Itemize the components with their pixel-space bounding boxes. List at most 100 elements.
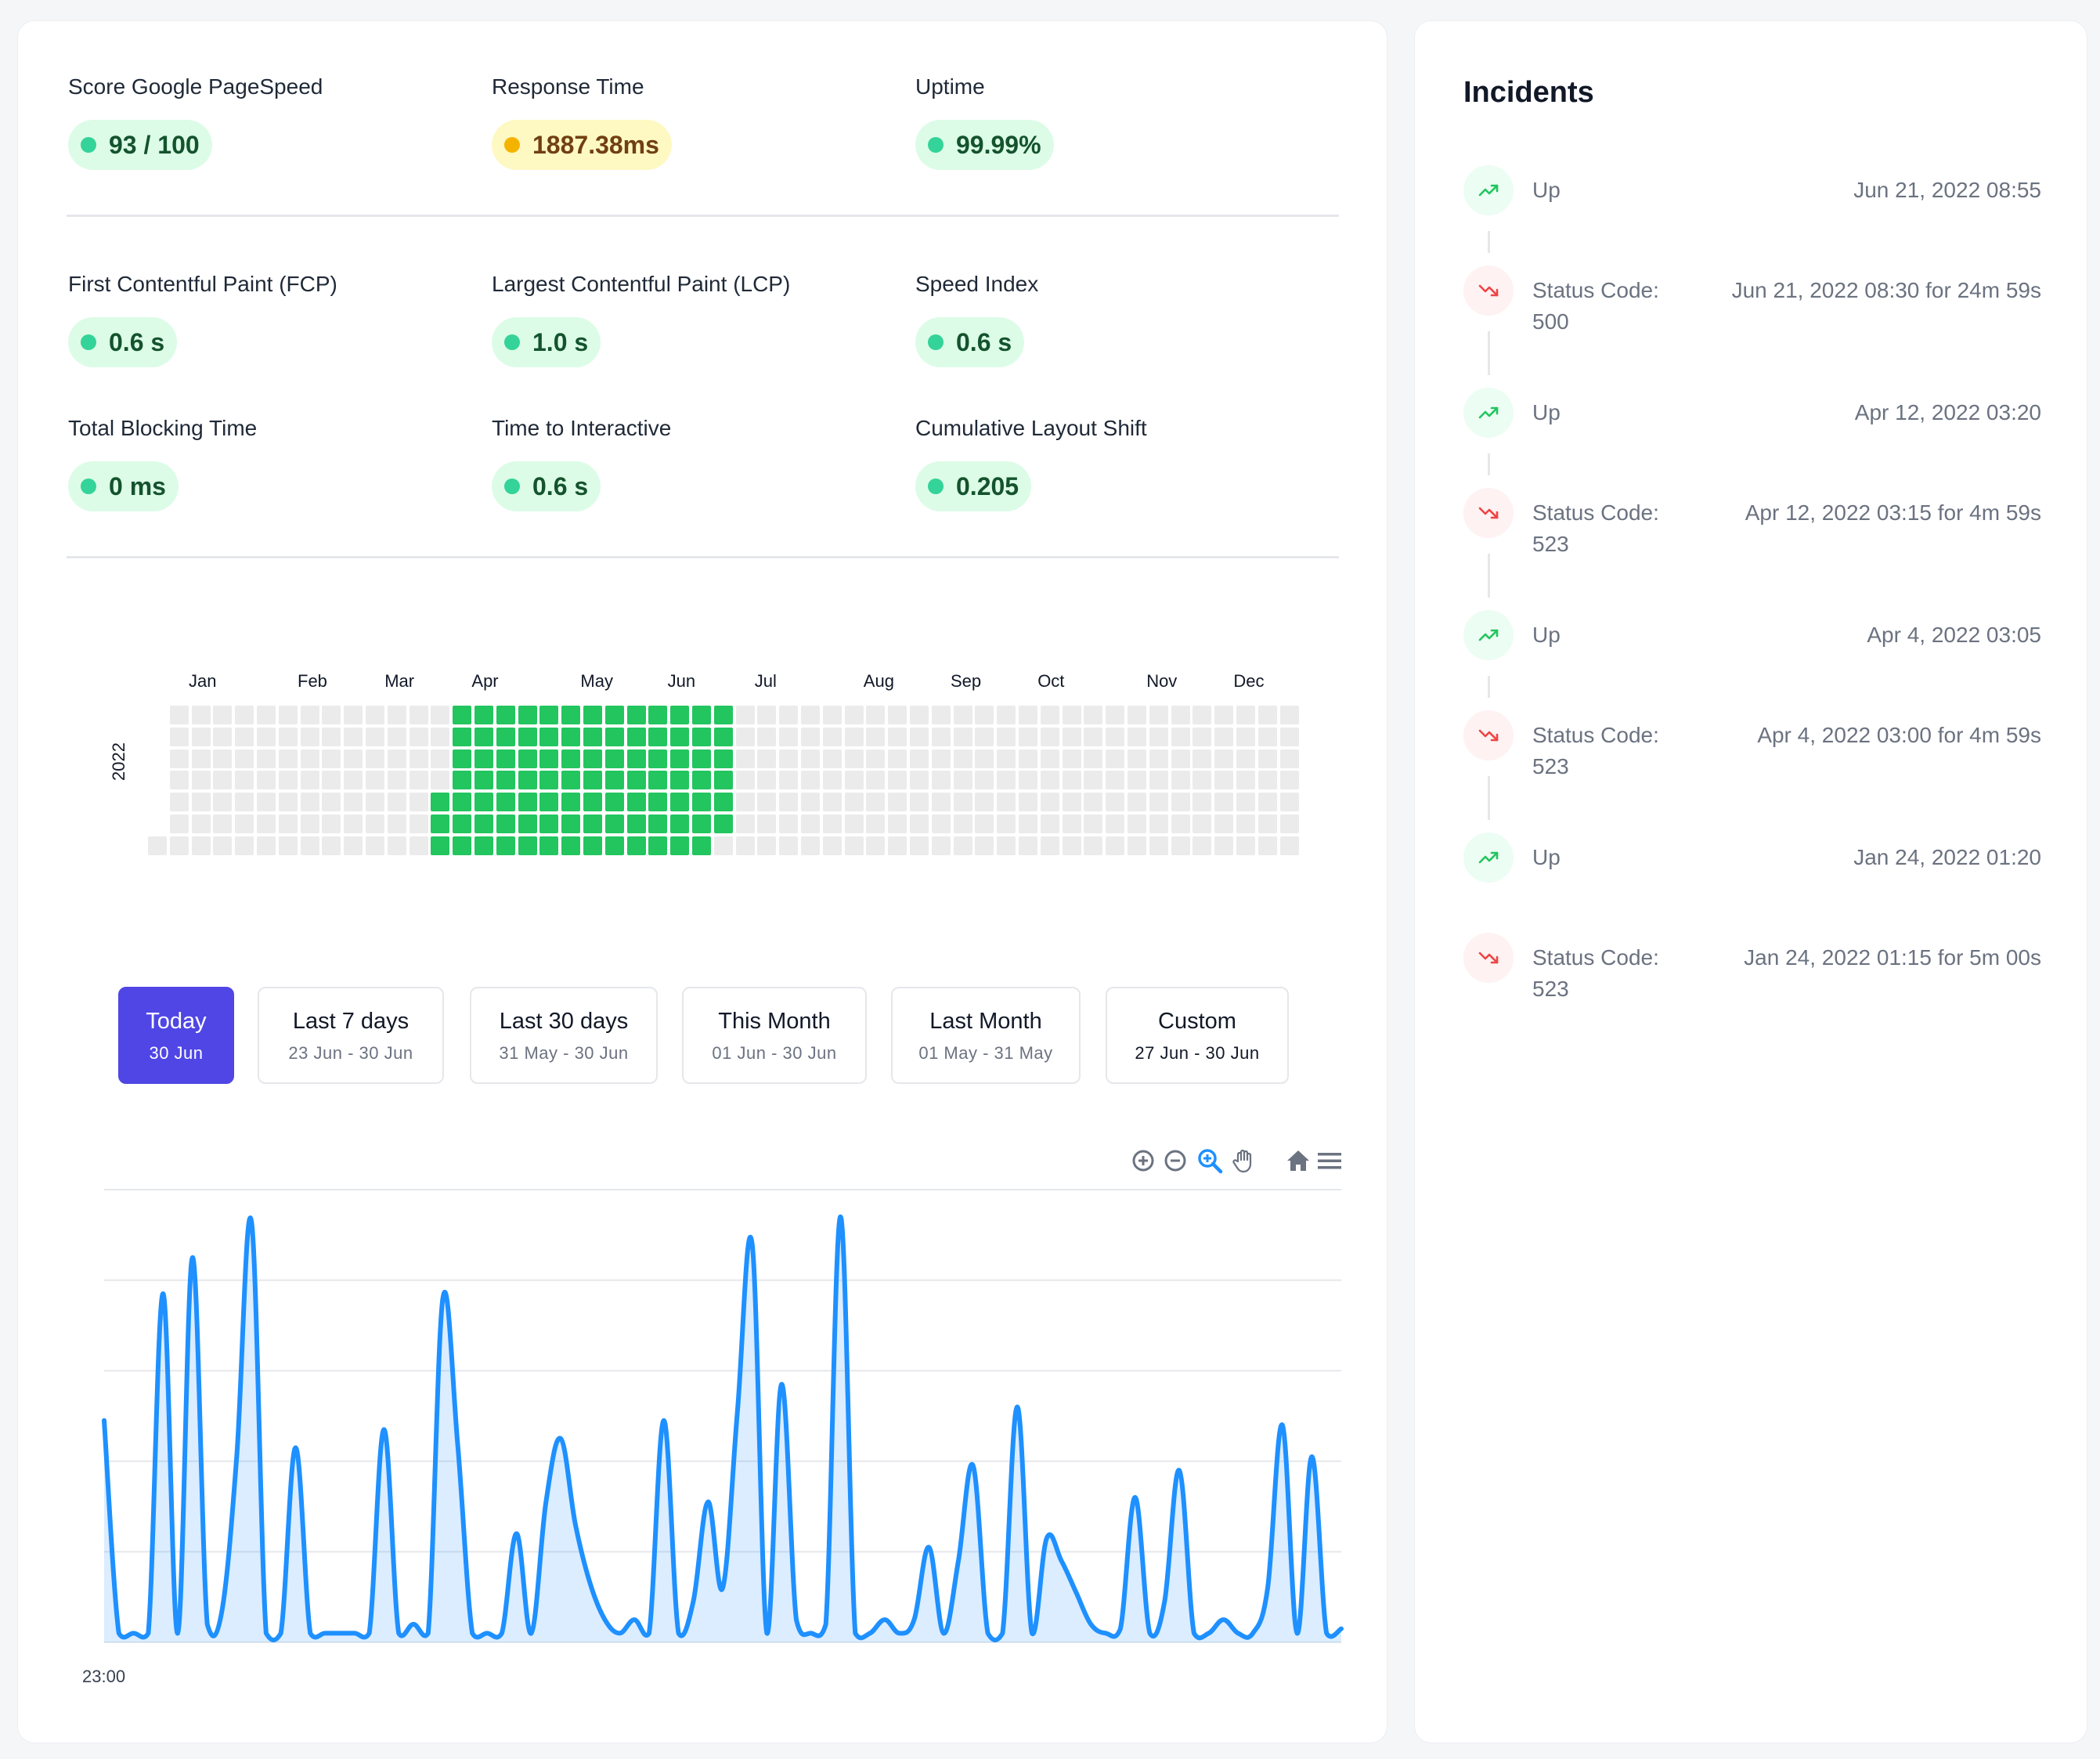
heatmap-day-cell[interactable] (888, 814, 907, 833)
heatmap-day-cell[interactable] (1257, 771, 1277, 790)
heatmap-day-cell[interactable] (213, 814, 233, 833)
heatmap-day-cell[interactable] (953, 771, 972, 790)
heatmap-day-cell[interactable] (344, 749, 363, 768)
heatmap-day-cell[interactable] (191, 749, 211, 768)
heatmap-day-cell[interactable] (213, 836, 233, 855)
heatmap-day-cell[interactable] (735, 749, 755, 768)
heatmap-day-cell[interactable] (1279, 727, 1299, 746)
range-button-last-30-days[interactable]: Last 30 days 31 May - 30 Jun (470, 987, 658, 1084)
heatmap-day-cell[interactable] (1149, 706, 1168, 724)
heatmap-day-cell[interactable] (997, 771, 1016, 790)
heatmap-day-cell[interactable] (713, 814, 733, 833)
heatmap-day-cell[interactable] (692, 814, 711, 833)
heatmap-day-cell[interactable] (496, 793, 515, 812)
heatmap-day-cell[interactable] (1106, 749, 1125, 768)
heatmap-day-cell[interactable] (1171, 814, 1190, 833)
heatmap-day-cell[interactable] (866, 771, 886, 790)
heatmap-day-cell[interactable] (975, 793, 994, 812)
heatmap-day-cell[interactable] (539, 836, 559, 855)
heatmap-day-cell[interactable] (169, 706, 189, 724)
heatmap-day-cell[interactable] (474, 749, 493, 768)
heatmap-day-cell[interactable] (1106, 706, 1125, 724)
heatmap-day-cell[interactable] (518, 836, 537, 855)
heatmap-day-cell[interactable] (474, 771, 493, 790)
heatmap-day-cell[interactable] (1257, 706, 1277, 724)
heatmap-day-cell[interactable] (692, 749, 711, 768)
heatmap-day-cell[interactable] (1236, 793, 1255, 812)
heatmap-day-cell[interactable] (670, 836, 690, 855)
heatmap-day-cell[interactable] (387, 727, 406, 746)
heatmap-day-cell[interactable] (975, 706, 994, 724)
heatmap-day-cell[interactable] (1171, 771, 1190, 790)
heatmap-day-cell[interactable] (539, 793, 559, 812)
heatmap-day-cell[interactable] (518, 749, 537, 768)
heatmap-day-cell[interactable] (496, 814, 515, 833)
heatmap-day-cell[interactable] (431, 836, 450, 855)
heatmap-day-cell[interactable] (1084, 727, 1103, 746)
heatmap-day-cell[interactable] (539, 814, 559, 833)
heatmap-day-cell[interactable] (1193, 836, 1212, 855)
heatmap-day-cell[interactable] (975, 727, 994, 746)
heatmap-day-cell[interactable] (648, 771, 668, 790)
heatmap-day-cell[interactable] (539, 727, 559, 746)
heatmap-day-cell[interactable] (453, 727, 472, 746)
heatmap-day-cell[interactable] (496, 727, 515, 746)
heatmap-day-cell[interactable] (257, 771, 276, 790)
heatmap-day-cell[interactable] (713, 749, 733, 768)
heatmap-day-cell[interactable] (648, 793, 668, 812)
heatmap-day-cell[interactable] (670, 793, 690, 812)
heatmap-day-cell[interactable] (844, 727, 864, 746)
heatmap-day-cell[interactable] (387, 836, 406, 855)
heatmap-day-cell[interactable] (191, 814, 211, 833)
heatmap-day-cell[interactable] (866, 706, 886, 724)
heatmap-day-cell[interactable] (1236, 836, 1255, 855)
heatmap-day-cell[interactable] (975, 749, 994, 768)
heatmap-day-cell[interactable] (1236, 771, 1255, 790)
heatmap-day-cell[interactable] (1149, 793, 1168, 812)
heatmap-day-cell[interactable] (1279, 836, 1299, 855)
heatmap-day-cell[interactable] (1257, 836, 1277, 855)
heatmap-day-cell[interactable] (1019, 749, 1037, 768)
heatmap-day-cell[interactable] (1128, 727, 1146, 746)
heatmap-day-cell[interactable] (453, 771, 472, 790)
heatmap-day-cell[interactable] (1128, 706, 1146, 724)
heatmap-day-cell[interactable] (213, 727, 233, 746)
heatmap-day-cell[interactable] (1236, 749, 1255, 768)
heatmap-day-cell[interactable] (1193, 771, 1212, 790)
heatmap-day-cell[interactable] (888, 771, 907, 790)
heatmap-day-cell[interactable] (518, 793, 537, 812)
heatmap-day-cell[interactable] (518, 727, 537, 746)
heatmap-day-cell[interactable] (975, 836, 994, 855)
heatmap-day-cell[interactable] (409, 727, 428, 746)
heatmap-day-cell[interactable] (1106, 771, 1125, 790)
heatmap-day-cell[interactable] (604, 706, 624, 724)
heatmap-day-cell[interactable] (257, 706, 276, 724)
heatmap-day-cell[interactable] (626, 749, 646, 768)
heatmap-day-cell[interactable] (997, 727, 1016, 746)
heatmap-day-cell[interactable] (409, 836, 428, 855)
heatmap-day-cell[interactable] (801, 749, 820, 768)
heatmap-day-cell[interactable] (757, 793, 777, 812)
heatmap-day-cell[interactable] (604, 749, 624, 768)
heatmap-day-cell[interactable] (322, 706, 341, 724)
heatmap-day-cell[interactable] (604, 771, 624, 790)
heatmap-day-cell[interactable] (670, 706, 690, 724)
heatmap-day-cell[interactable] (300, 836, 319, 855)
heatmap-day-cell[interactable] (366, 814, 384, 833)
heatmap-day-cell[interactable] (431, 706, 450, 724)
heatmap-day-cell[interactable] (910, 706, 929, 724)
heatmap-day-cell[interactable] (431, 749, 450, 768)
heatmap-day-cell[interactable] (1171, 706, 1190, 724)
heatmap-day-cell[interactable] (779, 836, 799, 855)
heatmap-day-cell[interactable] (1106, 727, 1125, 746)
heatmap-day-cell[interactable] (561, 836, 581, 855)
heatmap-day-cell[interactable] (1193, 793, 1212, 812)
heatmap-day-cell[interactable] (1279, 814, 1299, 833)
heatmap-day-cell[interactable] (779, 793, 799, 812)
heatmap-day-cell[interactable] (344, 814, 363, 833)
heatmap-day-cell[interactable] (1214, 727, 1234, 746)
heatmap-day-cell[interactable] (1214, 793, 1234, 812)
heatmap-day-cell[interactable] (431, 814, 450, 833)
heatmap-day-cell[interactable] (583, 727, 602, 746)
heatmap-day-cell[interactable] (626, 836, 646, 855)
